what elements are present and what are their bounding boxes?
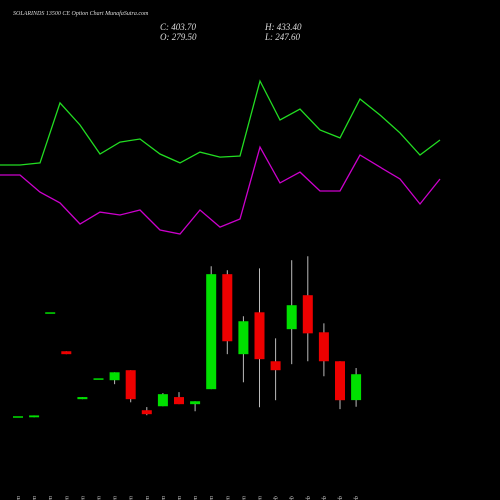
x-tick-label: 06 Feb xyxy=(337,495,344,500)
indicator-line xyxy=(0,79,441,166)
candle-body xyxy=(190,401,201,405)
x-tick-label: 09 Jan xyxy=(63,496,70,500)
indicator-line xyxy=(0,145,441,235)
x-tick-label: 30 Jan xyxy=(240,496,247,500)
x-tick-label: 31 Jan xyxy=(257,496,264,500)
candle-body xyxy=(61,351,72,355)
x-tick-label: 23 Jan xyxy=(176,496,183,500)
x-tick-label: 05 Feb xyxy=(321,495,328,500)
candle-body xyxy=(254,312,265,360)
candle-body xyxy=(286,305,297,330)
x-tick-label: 03 Jan xyxy=(47,496,54,500)
x-tick-label: 22 Jan xyxy=(160,496,167,500)
x-tick-label: 29 Jan xyxy=(224,496,231,500)
x-tick-label: 04 Feb xyxy=(305,495,312,500)
candle-body xyxy=(222,274,233,342)
open-label: O: 279.50 xyxy=(160,32,197,42)
candle-body xyxy=(238,321,249,355)
candle-body xyxy=(174,397,184,405)
x-tick-label: 28 Jan xyxy=(208,496,215,500)
candle-body xyxy=(93,378,104,380)
x-tick-label: 21 Jan xyxy=(144,496,151,500)
candle-body xyxy=(141,410,152,415)
candle-body xyxy=(45,312,56,314)
candle-body xyxy=(206,274,217,390)
candle-body xyxy=(270,361,281,371)
x-tick-label: 15 Jan xyxy=(112,496,119,500)
x-tick-label: 07 Feb xyxy=(353,495,360,500)
candle-body xyxy=(77,397,88,400)
candle-body xyxy=(157,394,168,407)
close-label: C: 403.70 xyxy=(160,22,197,32)
x-tick-label: 01 Feb xyxy=(273,495,280,500)
chart-title: SOLARINDS 13500 CE Option Chart MunafaSu… xyxy=(13,10,149,17)
candle-body xyxy=(13,416,23,418)
x-tick-label: 27 Jan xyxy=(192,496,199,500)
x-tick-label: 01 Jan xyxy=(15,496,22,500)
x-tick-label: 02 Jan xyxy=(31,496,38,500)
x-tick-label: 14 Jan xyxy=(96,496,103,500)
candle-body xyxy=(109,372,120,381)
candle-body xyxy=(29,415,40,418)
x-tick-label: 03 Feb xyxy=(289,495,296,500)
candle-body xyxy=(318,332,329,362)
candle-body xyxy=(302,295,313,334)
x-tick-label: 16 Jan xyxy=(128,496,135,500)
candle-body xyxy=(125,370,136,400)
candle-body xyxy=(335,361,345,401)
candle-body xyxy=(351,374,362,401)
high-label: H: 433.40 xyxy=(264,22,302,32)
low-label: L: 247.60 xyxy=(264,32,301,42)
x-tick-label: 13 Jan xyxy=(79,496,86,500)
